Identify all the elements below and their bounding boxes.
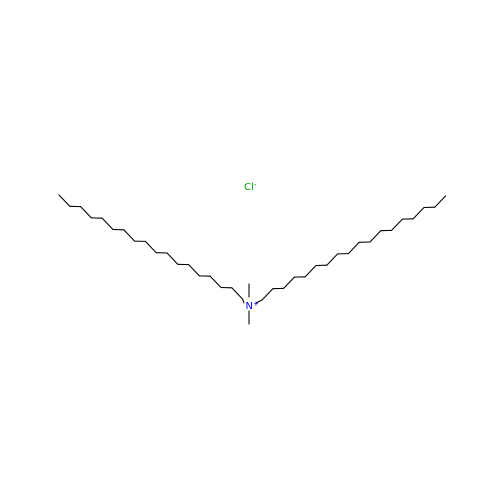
- left-chain-bond: [209, 275, 222, 289]
- right-chain-bond: [283, 276, 295, 289]
- right-chain-bond: [369, 230, 382, 243]
- left-chain-bond: [231, 287, 244, 300]
- left-chain-bond: [123, 229, 136, 242]
- chloride-symbol: Cl: [244, 182, 254, 193]
- nitrogen-charge: +: [253, 300, 259, 308]
- ammonium-nitrogen-label: N+: [246, 300, 259, 312]
- right-chain-bond: [255, 299, 263, 304]
- right-chain-bond: [347, 241, 360, 255]
- chloride-charge: -: [254, 181, 257, 189]
- left-chain-bond: [242, 298, 245, 304]
- left-chain-bond: [58, 194, 71, 207]
- left-chain-bond: [166, 252, 179, 265]
- right-chain-bond: [391, 218, 403, 231]
- right-chain-bond: [412, 206, 425, 220]
- right-chain-bond: [434, 195, 447, 208]
- left-chain-bond: [144, 240, 157, 254]
- nitrogen-symbol: N: [246, 301, 253, 312]
- carbon-skeleton-bonds: [58, 194, 447, 325]
- right-chain-bond: [304, 264, 317, 278]
- right-chain-bond: [261, 288, 274, 301]
- chloride-ion-label: Cl-: [244, 181, 257, 193]
- right-chain-bond: [326, 253, 339, 266]
- left-chain-bond: [188, 264, 200, 277]
- left-chain-bond: [80, 206, 92, 219]
- left-chain-bond: [101, 217, 114, 231]
